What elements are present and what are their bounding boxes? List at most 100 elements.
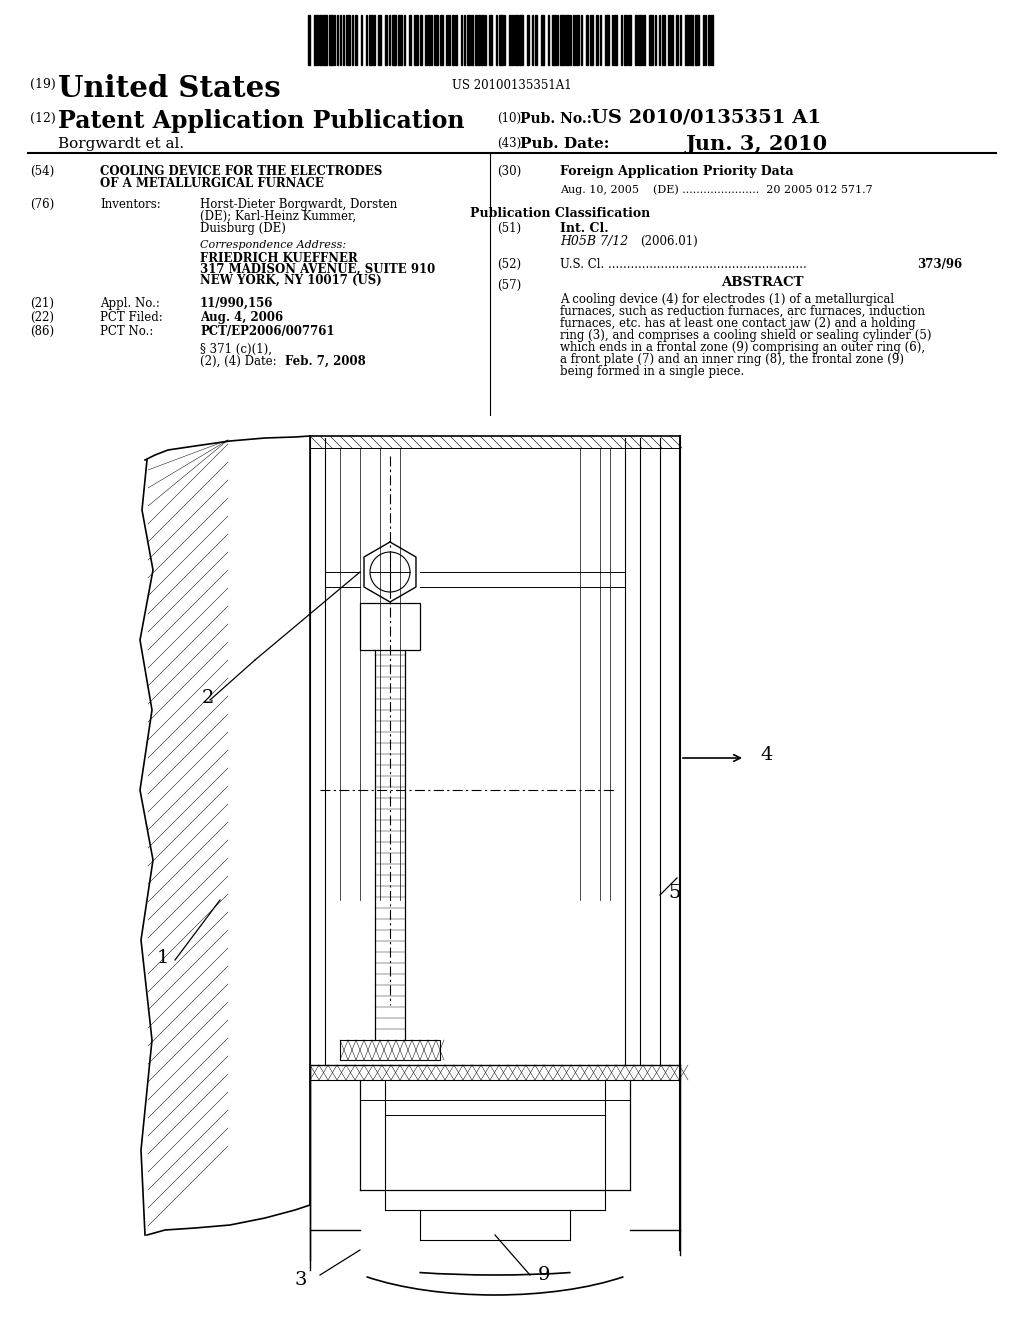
Bar (586, 15, 588, 65)
Bar (527, 15, 529, 65)
Text: Aug. 10, 2005    (DE) ......................  20 2005 012 571.7: Aug. 10, 2005 (DE) .....................… (560, 183, 872, 194)
Bar (420, 15, 422, 65)
Bar (409, 15, 411, 65)
Bar (467, 15, 470, 65)
Bar (440, 15, 443, 65)
Bar (434, 15, 438, 65)
Bar (560, 15, 564, 65)
Text: (12): (12) (30, 112, 55, 125)
Text: 3: 3 (295, 1271, 307, 1290)
Bar (484, 15, 486, 65)
Text: Patent Application Publication: Patent Application Publication (58, 110, 465, 133)
Text: (30): (30) (497, 165, 521, 178)
Text: COOLING DEVICE FOR THE ELECTRODES: COOLING DEVICE FOR THE ELECTRODES (100, 165, 382, 178)
Text: furnaces, etc. has at least one contact jaw (2) and a holding: furnaces, etc. has at least one contact … (560, 317, 915, 330)
Bar (690, 15, 693, 65)
Bar (428, 15, 430, 65)
Text: being formed in a single piece.: being formed in a single piece. (560, 366, 744, 378)
Text: ABSTRACT: ABSTRACT (721, 276, 803, 289)
Bar (499, 15, 503, 65)
Bar (425, 15, 427, 65)
Bar (323, 15, 327, 65)
Bar (515, 15, 518, 65)
Bar (512, 15, 514, 65)
Text: OF A METALLURGICAL FURNACE: OF A METALLURGICAL FURNACE (100, 177, 324, 190)
Text: 1: 1 (157, 949, 169, 968)
Text: (76): (76) (30, 198, 54, 211)
Bar (509, 15, 511, 65)
Bar (314, 15, 318, 65)
Bar (340, 1040, 440, 1060)
Text: US 2010/0135351 A1: US 2010/0135351 A1 (591, 110, 821, 127)
Bar (329, 15, 333, 65)
Bar (360, 603, 420, 649)
Bar (575, 15, 579, 65)
Text: NEW YORK, NY 10017 (US): NEW YORK, NY 10017 (US) (200, 275, 382, 286)
Text: Int. Cl.: Int. Cl. (560, 222, 608, 235)
Text: Correspondence Address:: Correspondence Address: (200, 240, 346, 249)
Text: Publication Classification: Publication Classification (470, 207, 650, 220)
Bar (614, 15, 617, 65)
Bar (355, 15, 357, 65)
Bar (471, 15, 473, 65)
Bar (590, 15, 593, 65)
Bar (685, 15, 689, 65)
Bar (573, 15, 575, 65)
Bar (308, 15, 310, 65)
Text: 11/990,156: 11/990,156 (200, 297, 273, 310)
Text: PCT No.:: PCT No.: (100, 325, 154, 338)
Text: 9: 9 (538, 1266, 551, 1284)
Bar (565, 15, 569, 65)
Text: 5: 5 (668, 884, 680, 902)
Text: (2), (4) Date:: (2), (4) Date: (200, 355, 276, 368)
Text: (54): (54) (30, 165, 54, 178)
Text: PCT Filed:: PCT Filed: (100, 312, 163, 323)
Bar (695, 15, 699, 65)
Text: 317 MADISON AVENUE, SUITE 910: 317 MADISON AVENUE, SUITE 910 (200, 263, 435, 276)
Text: A cooling device (4) for electrodes (1) of a metallurgical: A cooling device (4) for electrodes (1) … (560, 293, 894, 306)
Bar (378, 15, 381, 65)
Text: 373/96: 373/96 (916, 257, 962, 271)
Bar (711, 15, 713, 65)
Bar (596, 15, 598, 65)
Bar (392, 15, 396, 65)
Text: U.S. Cl. .....................................................: U.S. Cl. ...............................… (560, 257, 807, 271)
Bar (662, 15, 665, 65)
Bar (519, 15, 523, 65)
Text: a front plate (7) and an inner ring (8), the frontal zone (9): a front plate (7) and an inner ring (8),… (560, 352, 904, 366)
Text: (51): (51) (497, 222, 521, 235)
Bar (398, 15, 402, 65)
Bar (638, 15, 642, 65)
Bar (541, 15, 544, 65)
Bar (708, 15, 710, 65)
Bar (643, 15, 645, 65)
Text: Jun. 3, 2010: Jun. 3, 2010 (686, 135, 828, 154)
Bar (635, 15, 637, 65)
Text: United States: United States (58, 74, 281, 103)
Text: (2006.01): (2006.01) (640, 235, 697, 248)
Bar (489, 15, 492, 65)
Bar (552, 15, 556, 65)
Bar (475, 15, 477, 65)
Text: Pub. Date:: Pub. Date: (520, 137, 609, 150)
Text: (22): (22) (30, 312, 54, 323)
Text: 2: 2 (202, 689, 214, 708)
Text: Inventors:: Inventors: (100, 198, 161, 211)
Text: Duisburg (DE): Duisburg (DE) (200, 222, 286, 235)
Bar (346, 15, 350, 65)
Text: 4: 4 (760, 746, 772, 764)
Bar (373, 15, 375, 65)
Text: (19): (19) (30, 78, 55, 91)
Text: (43): (43) (497, 137, 521, 150)
Bar (369, 15, 372, 65)
Bar (649, 15, 653, 65)
Bar (624, 15, 626, 65)
Bar (481, 15, 483, 65)
Text: (57): (57) (497, 279, 521, 292)
Text: Horst-Dieter Borgwardt, Dorsten: Horst-Dieter Borgwardt, Dorsten (200, 198, 397, 211)
Text: ring (3), and comprises a cooling shield or sealing cylinder (5): ring (3), and comprises a cooling shield… (560, 329, 932, 342)
Text: (DE); Karl-Heinz Kummer,: (DE); Karl-Heinz Kummer, (200, 210, 356, 223)
Text: Borgwardt et al.: Borgwardt et al. (58, 137, 184, 150)
Text: Foreign Application Priority Data: Foreign Application Priority Data (560, 165, 794, 178)
Text: PCT/EP2006/007761: PCT/EP2006/007761 (200, 325, 335, 338)
